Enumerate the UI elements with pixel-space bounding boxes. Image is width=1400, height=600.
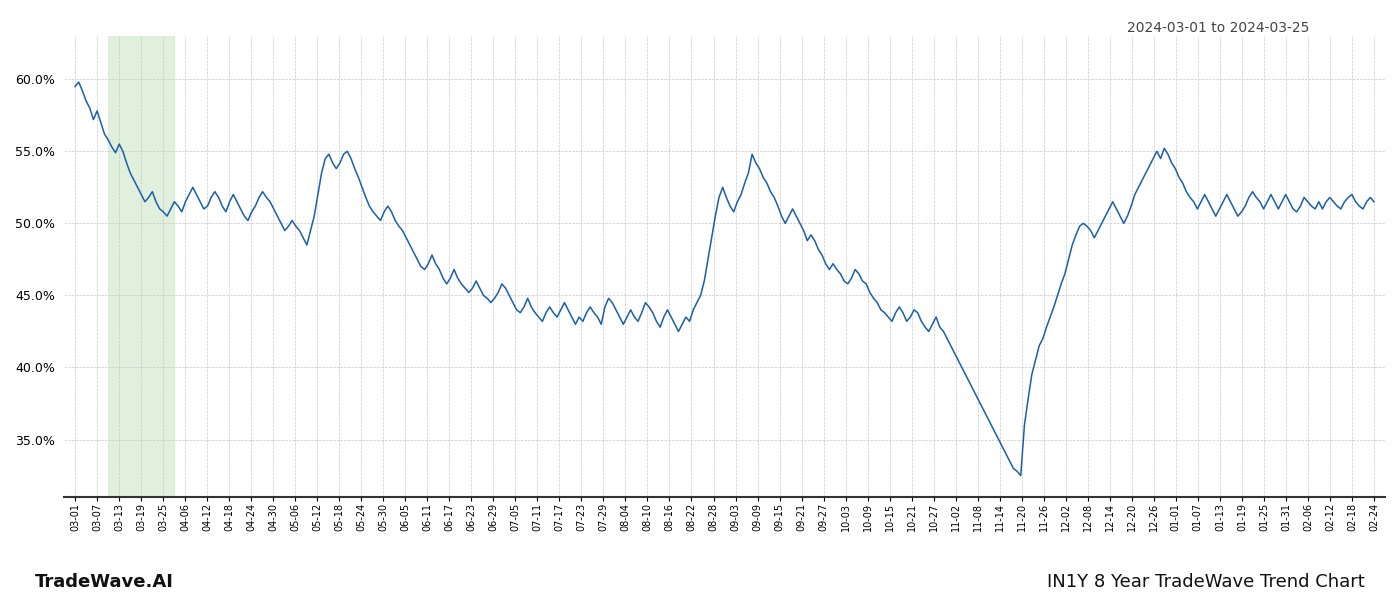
Text: TradeWave.AI: TradeWave.AI bbox=[35, 573, 174, 591]
Text: IN1Y 8 Year TradeWave Trend Chart: IN1Y 8 Year TradeWave Trend Chart bbox=[1047, 573, 1365, 591]
Bar bbox=[108, 36, 174, 497]
Text: 2024-03-01 to 2024-03-25: 2024-03-01 to 2024-03-25 bbox=[1127, 21, 1309, 35]
